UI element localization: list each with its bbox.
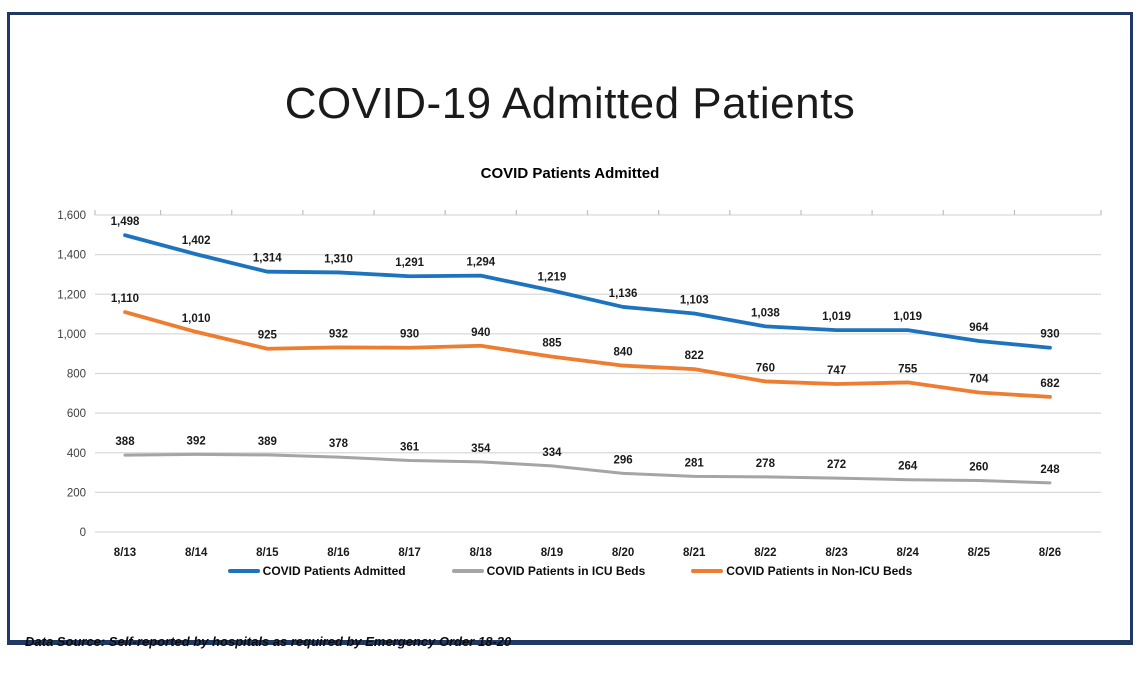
svg-text:800: 800 [67,369,86,381]
svg-text:925: 925 [258,330,278,342]
legend-item-icu: COVID Patients in ICU Beds [451,564,646,578]
svg-text:264: 264 [898,461,918,473]
gridlines [95,214,1101,533]
svg-text:8/19: 8/19 [541,547,563,559]
svg-text:1,310: 1,310 [324,253,353,265]
svg-text:1,294: 1,294 [466,257,495,269]
svg-text:281: 281 [685,457,705,469]
svg-text:8/24: 8/24 [896,547,919,559]
svg-text:1,402: 1,402 [182,235,211,247]
series-covid-patients-admitted [123,233,1052,350]
legend-line-swatch-non-icu [691,569,724,573]
svg-text:296: 296 [613,454,632,466]
series-labels-covid-patients-in-icu-beds: 388 392 389 378 361 354 334 296 281 278 272 264 260 2… [115,435,1060,476]
svg-text:600: 600 [67,408,86,420]
report-frame: COVID-19 Admitted Patients COVID Patient… [7,12,1133,649]
svg-text:1,010: 1,010 [182,313,211,325]
legend-label: COVID Patients Admitted [262,564,406,578]
svg-text:1,314: 1,314 [253,253,282,265]
svg-text:8/18: 8/18 [470,547,493,559]
svg-text:1,000: 1,000 [57,329,86,341]
svg-text:747: 747 [827,365,846,377]
svg-text:378: 378 [329,438,349,450]
y-axis-labels: 0 200 400 600 800 1,000 1,200 1,400 1,600 [57,210,86,539]
svg-text:8/25: 8/25 [968,547,991,559]
data-source-note: Data Source: Self-reported by hospitals … [25,634,512,649]
svg-text:964: 964 [969,322,989,334]
svg-text:361: 361 [400,441,420,453]
svg-text:1,019: 1,019 [893,311,922,323]
svg-text:389: 389 [258,436,277,448]
svg-text:930: 930 [1040,329,1059,341]
svg-text:8/16: 8/16 [327,547,349,559]
svg-text:1,291: 1,291 [395,257,424,269]
series-covid-patients-in-non-icu-beds [123,310,1052,399]
svg-text:0: 0 [80,527,86,539]
svg-text:8/23: 8/23 [825,547,847,559]
svg-text:1,110: 1,110 [111,293,139,305]
svg-text:260: 260 [969,461,988,473]
svg-text:1,136: 1,136 [609,288,638,300]
series-line-covid-patients-in-icu-beds [123,452,1052,485]
svg-text:1,103: 1,103 [680,294,709,306]
svg-text:1,400: 1,400 [57,250,86,262]
legend-item-admitted: COVID Patients Admitted [227,564,406,578]
page-title: COVID-19 Admitted Patients [284,79,856,128]
legend-line-swatch-admitted [227,569,260,573]
svg-text:840: 840 [613,347,632,359]
series-covid-patients-in-icu-beds [123,452,1052,485]
chart-title: COVID Patients Admitted [480,165,660,182]
series-line-covid-patients-in-non-icu-beds [123,310,1052,399]
svg-text:1,498: 1,498 [111,216,140,228]
svg-text:940: 940 [471,327,490,339]
svg-text:760: 760 [756,362,775,374]
svg-text:8/26: 8/26 [1039,547,1061,559]
legend-label: COVID Patients in ICU Beds [486,564,646,578]
svg-text:8/14: 8/14 [185,547,208,559]
legend-line-swatch-icu [451,569,484,573]
svg-text:248: 248 [1040,464,1060,476]
svg-text:392: 392 [187,435,206,447]
svg-text:200: 200 [67,487,86,499]
svg-text:1,038: 1,038 [751,307,780,319]
series-line-covid-patients-admitted [123,233,1052,350]
svg-text:704: 704 [969,374,989,386]
svg-text:278: 278 [756,458,776,470]
svg-text:8/22: 8/22 [754,547,776,559]
svg-text:272: 272 [827,459,846,471]
svg-text:1,019: 1,019 [822,311,851,323]
legend-item-non-icu: COVID Patients in Non-ICU Beds [691,564,912,578]
svg-text:932: 932 [329,328,348,340]
svg-text:8/17: 8/17 [398,547,420,559]
svg-text:822: 822 [685,350,704,362]
svg-text:8/15: 8/15 [256,547,279,559]
series-labels-covid-patients-in-non-icu-beds: 1,110 1,010 925 932 930 940 885 840 822 760 747 755… [111,293,1060,390]
svg-text:334: 334 [542,447,562,459]
svg-text:682: 682 [1040,378,1059,390]
chart-legend: COVID Patients Admitted COVID Patients i… [10,564,1130,578]
svg-text:400: 400 [67,448,86,460]
svg-text:930: 930 [400,329,419,341]
svg-text:885: 885 [542,338,562,350]
x-axis-labels: 8/13 8/14 8/15 8/16 8/17 8/18 8/19 8/20 8/21 8/22… [114,547,1061,559]
svg-text:1,219: 1,219 [538,271,567,283]
svg-text:8/20: 8/20 [612,547,634,559]
svg-text:1,200: 1,200 [57,289,86,301]
svg-text:1,600: 1,600 [57,210,86,222]
svg-text:8/21: 8/21 [683,547,706,559]
svg-text:755: 755 [898,363,918,375]
svg-text:388: 388 [115,436,135,448]
svg-text:354: 354 [471,443,491,455]
series-labels-covid-patients-admitted: 1,498 1,402 1,314 1,310 1,291 1,294 1,219 1,136… [111,216,1060,341]
legend-label: COVID Patients in Non-ICU Beds [726,564,913,578]
category-ticks [94,210,1102,215]
svg-text:8/13: 8/13 [114,547,136,559]
